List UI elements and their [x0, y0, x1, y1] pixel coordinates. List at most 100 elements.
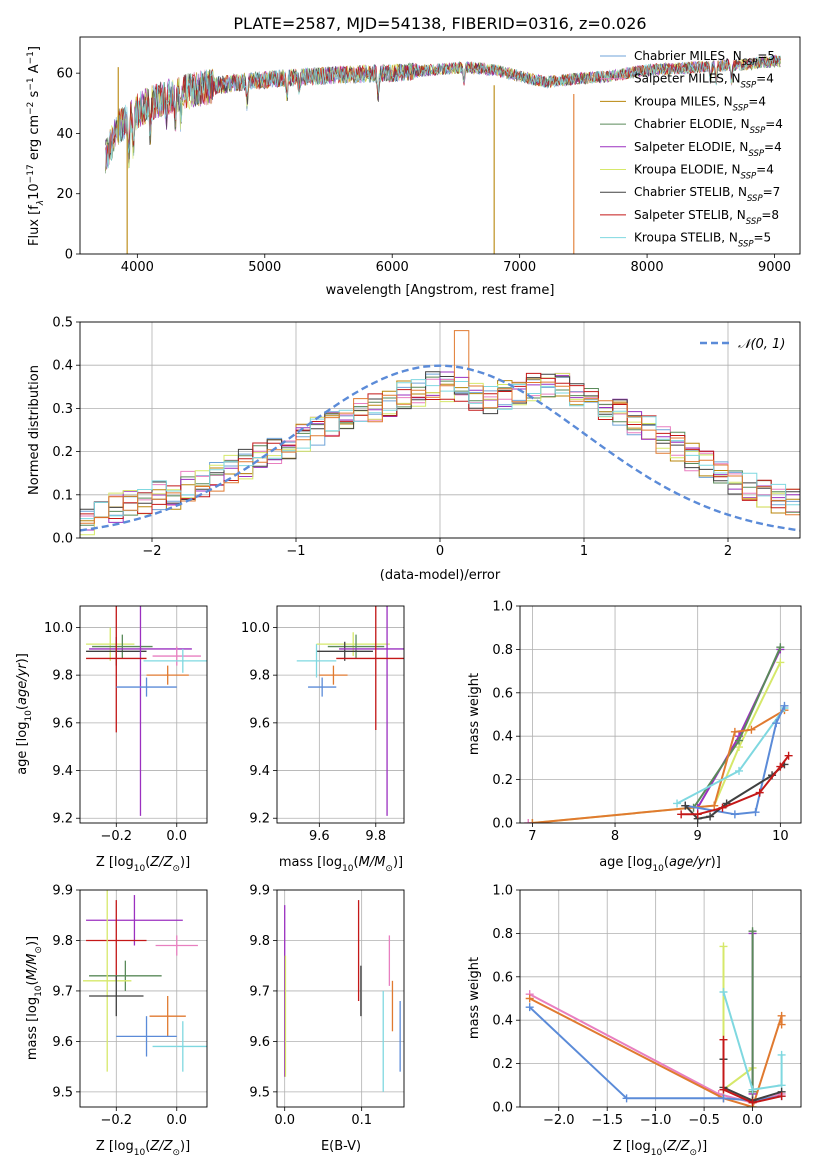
weight-marker	[776, 643, 785, 652]
x-tick-label: 7000	[503, 260, 536, 275]
weight-marker	[748, 1085, 757, 1094]
weight-series-line	[532, 709, 786, 823]
errorbar-point	[89, 606, 192, 816]
weight-marker	[748, 1098, 757, 1107]
x-axis-label: mass [log10(M/M⊙)]	[279, 855, 403, 874]
x-tick-label: 8000	[631, 260, 664, 275]
weight-series-line	[722, 1039, 782, 1104]
spectrum-series-line	[105, 55, 781, 170]
errorbar-point	[146, 665, 189, 685]
y-tick-label: 9.8	[52, 934, 73, 949]
x-tick-label: 7	[528, 829, 536, 844]
plot-area	[80, 321, 800, 539]
plot-area	[277, 889, 404, 1107]
x-tick-label: −2.0	[543, 1113, 575, 1128]
weight-marker	[776, 658, 785, 667]
weight-marker	[730, 727, 739, 736]
x-tick-label: 0	[436, 544, 444, 559]
errorbar-point	[155, 935, 198, 956]
y-axis-label: mass weight	[467, 957, 482, 1039]
y-tick-label: 9.8	[249, 934, 270, 949]
errorbar-point	[327, 634, 385, 659]
weight-marker	[784, 751, 793, 760]
axes-frame	[79, 321, 801, 539]
legend-label: 𝒩(0, 1)	[738, 337, 785, 352]
y-tick-label: 1.0	[492, 884, 513, 899]
y-axis-label: age [log10(age/yr)]	[15, 653, 34, 775]
x-tick-label: 0.0	[166, 1113, 187, 1128]
mass-vs-ebv-chart: 0.0 0.1 9.5 9.6 9.7 9.8 9.9 E(B-V)	[249, 884, 405, 1154]
weight-marker	[719, 942, 728, 951]
errorbar-point	[89, 975, 144, 1017]
y-tick-label: 9.5	[249, 1085, 270, 1100]
x-tick-label: −1.5	[591, 1113, 623, 1128]
y-tick-label: 0.0	[52, 532, 73, 547]
x-tick-label: −0.2	[100, 829, 132, 844]
y-axis-label: mass [log10(M/M⊙)]	[25, 936, 44, 1060]
legend-label: Chabrier MILES, NSSP=5	[634, 49, 775, 68]
weight-marker	[718, 803, 727, 812]
x-tick-label: 9.8	[365, 829, 386, 844]
errorbar-point	[86, 900, 147, 981]
errorbar-point	[86, 606, 147, 733]
axes-frame	[79, 889, 208, 1108]
weight-marker	[777, 1011, 786, 1020]
plot-area	[277, 606, 404, 823]
x-tick-label: 0.0	[166, 829, 187, 844]
errorbar-point	[116, 1016, 177, 1057]
y-tick-label: 20	[56, 187, 73, 202]
y-tick-label: 1.0	[492, 600, 513, 615]
y-tick-label: 0.4	[52, 359, 73, 374]
weight-lines	[524, 643, 793, 823]
weight-marker	[719, 1094, 728, 1103]
y-tick-label: 0.0	[492, 1101, 513, 1116]
errorbars	[296, 606, 404, 816]
y-tick-label: 0.4	[492, 1014, 513, 1029]
weight-marker	[677, 810, 686, 819]
legend-label: Kroupa MILES, NSSP=4	[634, 94, 766, 113]
x-axis-label: wavelength [Angstrom, rest frame]	[326, 283, 555, 298]
errorbar-point	[319, 665, 348, 685]
y-tick-label: 0.0	[492, 817, 513, 832]
weight-lines	[525, 927, 786, 1107]
spectrum-series-line	[105, 55, 781, 169]
y-tick-label: 9.6	[249, 716, 270, 731]
errorbar-point	[308, 677, 337, 697]
y-tick-label: 9.9	[52, 884, 73, 899]
legend-label: Chabrier STELIB, NSSP=7	[634, 185, 780, 204]
weight-series-line	[722, 946, 754, 1107]
axes-frame	[79, 36, 801, 255]
x-axis-label: Z [log10(Z/Z⊙)]	[96, 1139, 190, 1158]
spectrum-series-line	[105, 54, 781, 170]
y-tick-label: 9.8	[52, 669, 73, 684]
y-tick-label: 9.6	[52, 716, 73, 731]
legend-label: Salpeter MILES, NSSP=4	[634, 72, 774, 91]
y-tick-label: 60	[56, 67, 73, 82]
x-tick-label: −1.0	[640, 1113, 672, 1128]
y-tick-label: 0.2	[492, 1057, 513, 1072]
y-tick-label: 9.6	[249, 1035, 270, 1050]
x-tick-label: −1	[286, 544, 305, 559]
x-tick-label: 4000	[121, 260, 154, 275]
x-tick-label: 6000	[376, 260, 409, 275]
plot-area	[80, 606, 207, 823]
weight-marker	[681, 801, 690, 810]
errorbar-point	[316, 641, 373, 661]
y-tick-label: 0.6	[492, 970, 513, 985]
y-tick-label: 0.2	[52, 445, 73, 460]
y-tick-label: 0.4	[492, 730, 513, 745]
axes-frame	[276, 889, 405, 1108]
age-vs-mass-chart: 9.6 9.8 9.2 9.4 9.6 9.8 10.0 mass [log10(M/M⊙)]	[241, 605, 405, 874]
axes-frame	[79, 605, 208, 824]
y-tick-label: 0.8	[492, 927, 513, 942]
y-tick-label: 9.5	[52, 1085, 73, 1100]
y-tick-label: 0.6	[492, 686, 513, 701]
errorbar-point	[152, 646, 201, 666]
errorbar-point	[89, 960, 162, 991]
legend-label: Salpeter ELODIE, NSSP=4	[634, 140, 782, 159]
y-tick-label: 0.1	[52, 488, 73, 503]
errorbar-point	[92, 634, 153, 659]
axes-frame	[519, 889, 802, 1108]
mass-vs-metallicity-chart: −0.2 0.0 9.5 9.6 9.7 9.8 9.9 Z [log10(Z/Z⊙)] mas…	[25, 884, 208, 1158]
